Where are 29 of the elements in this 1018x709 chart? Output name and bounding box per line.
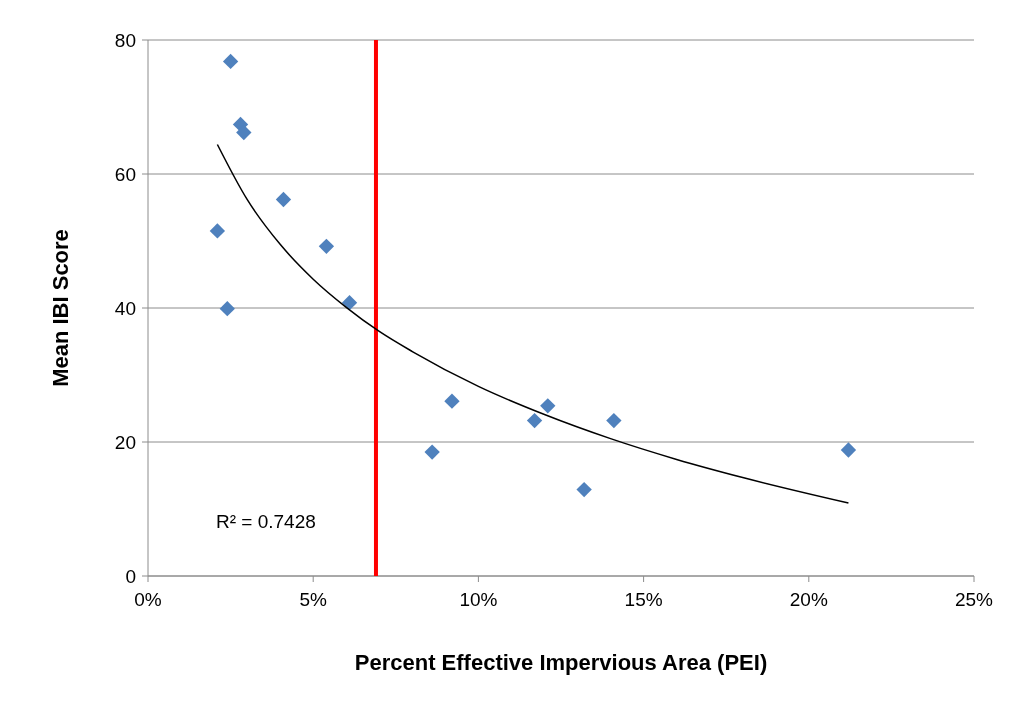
x-tick-label: 0%: [134, 589, 162, 610]
point: [540, 398, 556, 414]
point: [576, 481, 592, 498]
point: [840, 442, 857, 458]
point: [341, 294, 358, 311]
y-tick-label: 40: [114, 297, 136, 319]
point: [526, 412, 543, 429]
point: [318, 238, 335, 255]
y-tick-label: 20: [114, 431, 136, 453]
x-tick-label: 15%: [624, 589, 663, 610]
point: [444, 393, 460, 409]
annotation: R² = 0.7428: [216, 511, 316, 532]
point: [236, 124, 252, 141]
line-series: [216, 143, 850, 504]
y-tick-label: 0: [125, 565, 136, 587]
point: [222, 53, 239, 70]
x-axis-title: Percent Effective Impervious Area (PEI): [354, 650, 768, 675]
x-tick-label: 10%: [459, 589, 498, 610]
x-tick-label: 25%: [954, 589, 994, 610]
y-tick-label: 80: [114, 29, 136, 51]
point: [209, 223, 226, 239]
x-tick-label: 20%: [789, 589, 828, 610]
x-tick-label: 5%: [299, 589, 328, 610]
point: [219, 301, 235, 317]
point: [275, 191, 292, 208]
point: [424, 444, 440, 460]
point: [606, 412, 622, 429]
y-tick-label: 60: [114, 163, 136, 185]
y-axis-title: Mean IBI Score: [48, 229, 73, 387]
